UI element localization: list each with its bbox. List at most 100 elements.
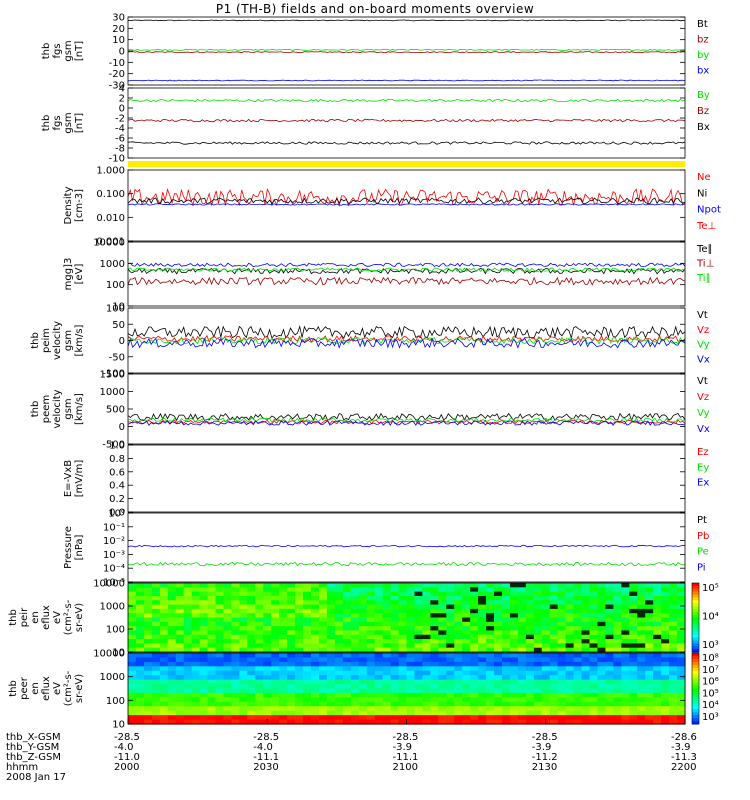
heatmap-cell <box>525 604 535 610</box>
heatmap-cell <box>374 675 384 681</box>
heatmap-cell <box>541 600 551 606</box>
heatmap-cell <box>151 679 161 685</box>
heatmap-cell <box>581 657 591 663</box>
heatmap-cell <box>255 692 264 698</box>
heatmap-cell <box>215 613 225 619</box>
heatmap-cell <box>143 626 153 632</box>
heatmap-cell <box>326 634 336 640</box>
heatmap-cell <box>128 675 137 681</box>
heatmap-cell <box>382 643 392 649</box>
heatmap-cell <box>311 679 320 685</box>
heatmap-cell <box>350 684 360 690</box>
heatmap-cell <box>509 661 519 667</box>
heatmap-cell <box>478 617 487 623</box>
heatmap-cell <box>597 701 607 707</box>
heatmap-cell <box>183 719 193 725</box>
heatmap-cell <box>191 657 201 663</box>
heatmap-cell <box>470 657 479 663</box>
heatmap-cell <box>525 630 535 636</box>
heatmap-cell <box>613 692 622 698</box>
heatmap-cell <box>207 692 217 698</box>
heatmap-cell <box>446 613 455 619</box>
heatmap-cell <box>151 583 161 588</box>
heatmap-cell <box>191 661 201 667</box>
colorbar-segment <box>692 591 699 596</box>
heatmap-cell <box>589 670 599 676</box>
heatmap-cell <box>430 643 439 649</box>
heatmap-cell <box>406 701 416 707</box>
heatmap-cell <box>549 587 559 593</box>
heatmap-cell <box>517 583 527 588</box>
heatmap-cell <box>295 697 304 703</box>
heatmap-cell <box>366 653 376 659</box>
heatmap-cell <box>525 670 535 676</box>
heatmap-cell <box>350 666 360 672</box>
y-axis-label-line: eflux <box>41 676 52 701</box>
heatmap-cell <box>541 684 551 690</box>
y-axis-label-line: velocity <box>52 389 63 428</box>
heatmap-cell <box>549 591 559 597</box>
heatmap-cell <box>454 661 463 667</box>
heatmap-cell <box>525 583 535 588</box>
heatmap-cell <box>239 701 248 707</box>
y-axis-label: thb fgs gsm [nT] <box>41 40 85 61</box>
heatmap-cell <box>167 639 177 644</box>
heatmap-cell <box>128 657 137 663</box>
heatmap-cell <box>135 692 145 698</box>
x-axis-value: -28.6 <box>671 732 697 743</box>
heatmap-cell <box>366 621 376 627</box>
legend-label: Ne <box>697 172 711 183</box>
heatmap-cell <box>525 657 535 663</box>
heatmap-cell <box>287 600 296 606</box>
y-tick-label: 100 <box>106 280 125 291</box>
heatmap-cell <box>128 613 137 619</box>
heatmap-cell <box>175 697 185 703</box>
heatmap-cell <box>143 688 153 694</box>
heatmap-cell <box>143 675 153 681</box>
heatmap-cell <box>613 719 622 725</box>
heatmap-cell <box>478 715 487 721</box>
heatmap-cell <box>653 670 662 676</box>
heatmap-cell <box>446 719 455 725</box>
heatmap-cell <box>669 591 678 597</box>
heatmap-cell <box>215 661 225 667</box>
heatmap-cell <box>223 710 233 716</box>
heatmap-cell <box>438 661 447 667</box>
heatmap-cell <box>533 591 543 597</box>
heatmap-cell <box>231 613 240 619</box>
heatmap-cell <box>677 630 686 636</box>
heatmap-cell <box>438 697 447 703</box>
heatmap-cell <box>358 617 368 623</box>
heatmap-cell <box>334 643 344 649</box>
heatmap-cell <box>478 639 487 644</box>
heatmap-cell <box>287 639 296 644</box>
colorbar-tick-label: 10⁷ <box>702 665 719 676</box>
heatmap-cell <box>454 587 463 593</box>
x-axis-value: -3.9 <box>671 742 691 753</box>
heatmap-cell <box>414 670 424 676</box>
heatmap-cell <box>199 657 209 663</box>
series-line-Bz <box>127 118 686 123</box>
heatmap-cell <box>239 688 248 694</box>
heatmap-cell <box>215 643 225 649</box>
heatmap-cell <box>247 591 256 597</box>
heatmap-cell <box>589 617 599 623</box>
heatmap-cell <box>533 653 543 659</box>
heatmap-cell <box>358 613 368 619</box>
heatmap-cell <box>501 719 511 725</box>
heatmap-cell <box>462 621 471 627</box>
heatmap-cell <box>295 706 304 712</box>
heatmap-cell <box>573 684 583 690</box>
heatmap-cell <box>629 697 638 703</box>
heatmap-cell <box>231 701 240 707</box>
heatmap-cell <box>382 679 392 685</box>
x-axis-value: -28.5 <box>393 732 419 743</box>
heatmap-cell <box>159 661 169 667</box>
heatmap-cell <box>311 630 320 636</box>
heatmap-cell <box>486 706 495 712</box>
heatmap-cell <box>597 591 607 597</box>
heatmap-cell <box>191 715 201 721</box>
heatmap-cell <box>573 621 583 627</box>
heatmap-cell <box>151 675 161 681</box>
heatmap-cell <box>366 710 376 716</box>
